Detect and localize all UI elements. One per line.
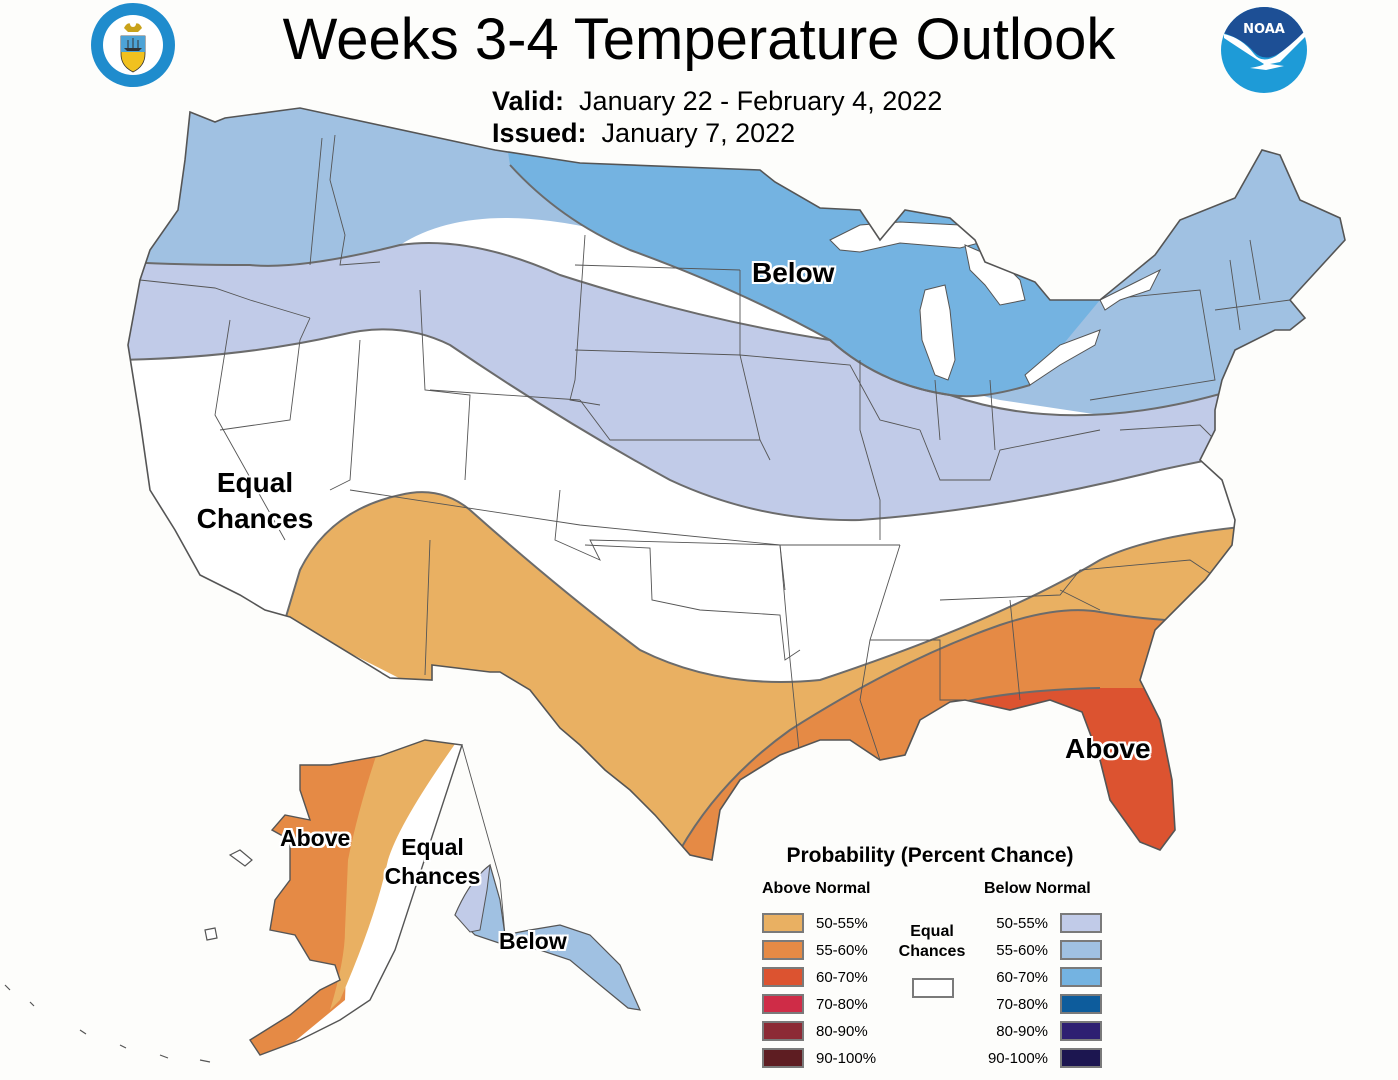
legend-label: 90-100%	[987, 1049, 1048, 1067]
legend-above-row: 60-70%	[762, 966, 868, 988]
label-ak-equal-chances: Equal Chances	[380, 833, 485, 891]
legend-label: 50-55%	[816, 914, 868, 932]
legend-swatch	[1060, 940, 1102, 960]
legend-below-row: 80-90%	[996, 1020, 1102, 1042]
legend-equal-chances: Equal Chances	[888, 922, 976, 962]
legend-below-row: 70-80%	[996, 993, 1102, 1015]
legend-below-row: 90-100%	[988, 1047, 1102, 1069]
page-title: Weeks 3-4 Temperature Outlook	[282, 7, 1116, 72]
label-ak-below: Below	[499, 928, 567, 954]
label-equal-line1: Equal	[216, 467, 294, 498]
great-lakes	[829, 221, 1162, 386]
legend-title: Probability (Percent Chance)	[786, 844, 1074, 867]
noaa-text: NOAA	[1243, 22, 1285, 37]
legend-label: 80-90%	[816, 1022, 868, 1040]
legend-swatch	[1060, 1021, 1102, 1041]
legend-below-row: 50-55%	[996, 912, 1102, 934]
legend-label: 55-60%	[816, 941, 868, 959]
legend-above-row: 70-80%	[762, 993, 868, 1015]
legend-label: 70-80%	[816, 995, 868, 1013]
legend-label: 70-80%	[996, 995, 1048, 1013]
valid-value: January 22 - February 4, 2022	[579, 86, 943, 116]
issued-label: Issued:	[492, 118, 587, 148]
legend-swatch	[1060, 967, 1102, 987]
label-conus-below: Below	[752, 257, 835, 288]
probability-legend: Probability (Percent Chance) Above Norma…	[740, 838, 1120, 1078]
noaa-logo-icon: NOAA	[1221, 7, 1307, 93]
legend-swatch	[1060, 1048, 1102, 1068]
legend-equal-line2: Chances	[898, 943, 966, 960]
legend-swatch	[1060, 913, 1102, 933]
legend-label: 80-90%	[996, 1022, 1048, 1040]
label-ak-equal-line1: Equal	[401, 834, 464, 860]
label-equal-line2: Chances	[196, 503, 314, 534]
legend-below-row: 60-70%	[996, 966, 1102, 988]
legend-swatch	[762, 967, 804, 987]
issued-value: January 7, 2022	[601, 118, 796, 148]
legend-swatch	[762, 1048, 804, 1068]
conus-outline	[127, 107, 1346, 861]
legend-label: 50-55%	[996, 914, 1048, 932]
legend-label: 60-70%	[816, 968, 868, 986]
legend-above-heading: Above Normal	[762, 880, 871, 897]
legend-label: 55-60%	[996, 941, 1048, 959]
ak-above-50-55-region	[330, 740, 462, 1010]
legend-equal-chances-swatch	[912, 978, 954, 998]
label-conus-above: Above	[1065, 733, 1151, 764]
below-50-55-region	[128, 243, 1345, 521]
legend-above-row: 80-90%	[762, 1020, 868, 1042]
legend-label: 90-100%	[816, 1049, 877, 1067]
legend-above-row: 55-60%	[762, 939, 868, 961]
valid-dates: Valid: January 22 - February 4, 2022	[492, 86, 942, 117]
valid-label: Valid:	[492, 86, 565, 116]
legend-swatch	[762, 1021, 804, 1041]
legend-label: 60-70%	[996, 968, 1048, 986]
alaska-outline	[249, 739, 463, 1056]
state-boundaries	[139, 134, 1291, 761]
legend-swatch	[762, 913, 804, 933]
legend-above-row: 90-100%	[762, 1047, 876, 1069]
issued-date: Issued: January 7, 2022	[492, 118, 795, 149]
legend-above-row: 50-55%	[762, 912, 868, 934]
ak-below-50-55-region	[454, 863, 491, 933]
legend-swatch	[762, 940, 804, 960]
legend-below-row: 55-60%	[996, 939, 1102, 961]
label-conus-equal-chances: Equal Chances	[185, 465, 325, 537]
legend-swatch	[762, 994, 804, 1014]
label-ak-above: Above	[280, 825, 351, 851]
legend-equal-line1: Equal	[910, 923, 954, 940]
commerce-seal-icon	[91, 3, 175, 87]
legend-below-heading: Below Normal	[984, 880, 1091, 897]
legend-swatch	[1060, 994, 1102, 1014]
label-ak-equal-line2: Chances	[384, 863, 481, 889]
